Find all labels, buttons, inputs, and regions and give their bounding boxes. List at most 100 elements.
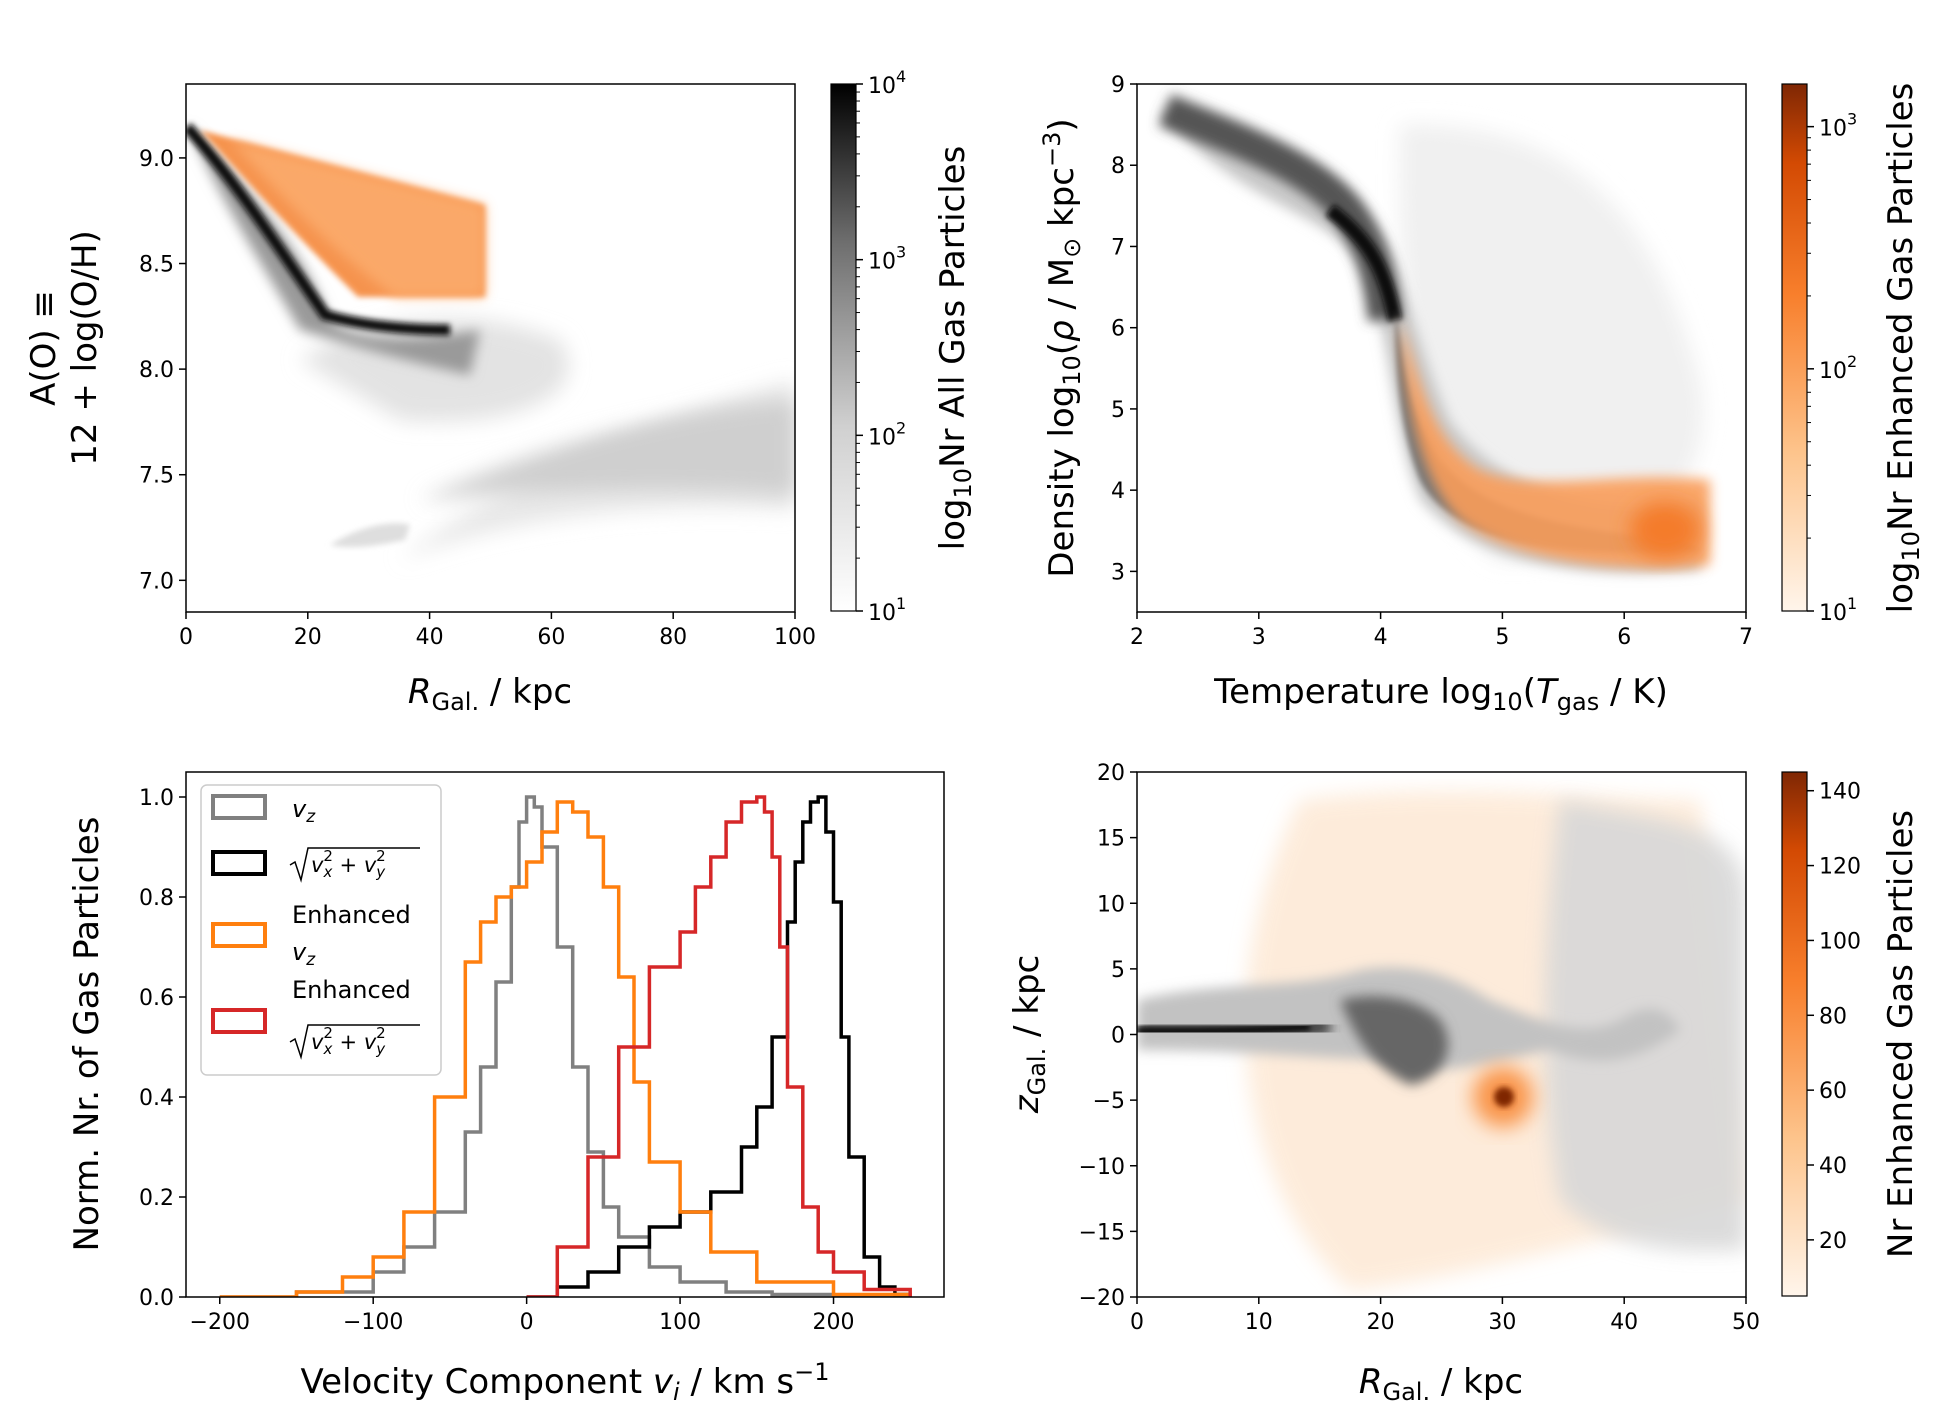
axes-frame	[185, 771, 945, 1298]
y-tick-label: 5	[1111, 958, 1125, 983]
y-axis-label-line1: A(O) ≡	[24, 290, 64, 406]
y-tick-label: 7	[1111, 235, 1125, 260]
legend-entry-enhanced-vz: Enhanced vz	[211, 901, 411, 970]
x-tick-label: 40	[416, 625, 444, 650]
x-tick-label: 30	[1488, 1310, 1516, 1335]
panel-velocity-histograms: −200 −100 0 100 200 0.0 0.2 0.4 0.6 0.8 1.0 Veloci…	[67, 771, 945, 1406]
y-tick-label: −10	[1079, 1155, 1125, 1180]
colorbar-tick-label: 101	[1819, 594, 1857, 626]
x-tick-label: 7	[1739, 625, 1753, 650]
legend-entry-vxy: vx2 + vy2	[211, 847, 420, 883]
colorbar-label: Nr Enhanced Gas Particles	[1881, 810, 1921, 1258]
colorbar-tick-label: 102	[868, 418, 906, 450]
series-line-1	[526, 795, 912, 1297]
colorbar-tick-label: 100	[1819, 929, 1861, 954]
x-tick-label: 2	[1130, 625, 1144, 650]
y-tick-label: 1.0	[139, 786, 174, 811]
svg-text:vz: vz	[292, 938, 316, 970]
x-tick-label: 4	[1374, 625, 1388, 650]
svg-text:Enhanced: Enhanced	[292, 901, 411, 929]
legend-entry-enhanced-vxy: Enhanced vx2 + vy2	[211, 976, 420, 1060]
colorbar-enhanced-gas: 101 102 103 log10Nr Enhanced Gas Particles	[1781, 83, 1925, 626]
svg-text:vx2 + vy2: vx2 + vy2	[311, 847, 386, 881]
y-tick-label: 9.0	[139, 147, 174, 172]
heatmap-phase	[1158, 94, 1710, 574]
colorbar-tick-label: 120	[1819, 855, 1861, 880]
histogram-lines	[219, 795, 912, 1297]
y-axis-label: zGal. / kpc	[1007, 955, 1051, 1115]
series-line-3	[526, 795, 912, 1297]
x-axis-label: Temperature log10(Tgas / K)	[1213, 672, 1668, 716]
axes-ticks: −200 −100 0 100 200 0.0 0.2 0.4 0.6 0.8 1.0	[139, 786, 855, 1335]
y-axis-label-line2: 12 + log(O/H)	[65, 230, 105, 466]
svg-text:vz: vz	[292, 795, 316, 827]
colorbar-all-gas: 101 102 103 104 log10Nr All Gas Particles	[830, 67, 977, 626]
colorbar-tick-label: 103	[868, 243, 906, 275]
colorbar-tick-label: 101	[868, 594, 906, 626]
x-tick-label: 0	[1130, 1310, 1144, 1335]
x-tick-label: 0	[520, 1310, 534, 1335]
x-tick-label: 100	[774, 625, 816, 650]
series-line-2	[219, 800, 912, 1297]
x-tick-label: 80	[659, 625, 687, 650]
y-tick-label: 8.5	[139, 253, 174, 278]
y-tick-label: 0.8	[139, 886, 174, 911]
y-tick-label: −20	[1079, 1286, 1125, 1311]
x-tick-label: 20	[1367, 1310, 1395, 1335]
colorbar-label: log10Nr Enhanced Gas Particles	[1881, 83, 1925, 614]
colorbar-tick-label: 102	[1819, 352, 1857, 384]
svg-text:Enhanced: Enhanced	[292, 976, 411, 1004]
panel-z-vs-radius: 0 10 20 30 40 50 −20 −15 −10 −5 0 5 10 15 20 RGal. / k…	[1007, 761, 1921, 1406]
legend-entry-vz: vz	[211, 794, 316, 827]
y-tick-label: 0	[1111, 1024, 1125, 1049]
panel-density-vs-temperature: 2 3 4 5 6 7 3 4 5 6 7 8 9 Temperature log10(Tgas / K…	[1038, 73, 1925, 716]
y-tick-label: 8.0	[139, 358, 174, 383]
colorbar-label: log10Nr All Gas Particles	[933, 146, 977, 551]
y-tick-label: 7.0	[139, 569, 174, 594]
y-tick-label: 15	[1097, 827, 1125, 852]
x-tick-label: 50	[1732, 1310, 1760, 1335]
heatmap-density	[186, 123, 795, 560]
x-tick-label: −200	[190, 1310, 250, 1335]
x-tick-label: 60	[537, 625, 565, 650]
x-tick-label: 20	[294, 625, 322, 650]
colorbar-tick-label: 40	[1819, 1154, 1847, 1179]
y-axis-label: Norm. Nr. of Gas Particles	[67, 817, 107, 1252]
y-tick-label: 20	[1097, 761, 1125, 786]
x-axis-label: Velocity Component vi / km s−1	[301, 1358, 830, 1406]
y-tick-label: 0.6	[139, 986, 174, 1011]
y-tick-label: 0.0	[139, 1286, 174, 1311]
y-tick-label: 6	[1111, 317, 1125, 342]
y-tick-label: 0.4	[139, 1086, 174, 1111]
axes-ticks: 0 10 20 30 40 50 −20 −15 −10 −5 0 5 10 15 20	[1079, 761, 1760, 1335]
heatmap-spatial	[1137, 791, 1746, 1290]
x-tick-label: 0	[179, 625, 193, 650]
x-tick-label: 3	[1252, 625, 1266, 650]
colorbar-tick-label: 103	[1819, 110, 1857, 142]
x-tick-label: 6	[1617, 625, 1631, 650]
y-axis-label: Density log10(ρ / M⊙ kpc−3)	[1038, 118, 1086, 577]
svg-text:vx2 + vy2: vx2 + vy2	[311, 1024, 386, 1058]
y-tick-label: 3	[1111, 560, 1125, 585]
y-tick-label: 8	[1111, 154, 1125, 179]
x-axis-label: RGal. / kpc	[408, 672, 572, 716]
axes-frame	[1136, 83, 1747, 613]
x-axis-label: RGal. / kpc	[1359, 1362, 1523, 1406]
x-tick-label: 200	[813, 1310, 855, 1335]
series-line-0	[219, 795, 912, 1297]
y-tick-label: 4	[1111, 479, 1125, 504]
x-tick-label: −100	[343, 1310, 403, 1335]
colorbar-tick-label: 60	[1819, 1079, 1847, 1104]
x-tick-label: 40	[1610, 1310, 1638, 1335]
y-tick-label: 10	[1097, 892, 1125, 917]
colorbar-tick-label: 140	[1819, 780, 1861, 805]
y-tick-label: 5	[1111, 398, 1125, 423]
x-tick-label: 5	[1495, 625, 1509, 650]
colorbar-enhanced-count: 20 40 60 80 100 120 140 Nr Enhanced Gas Partic…	[1781, 771, 1921, 1297]
y-tick-label: 7.5	[139, 464, 174, 489]
axes-ticks: 0 20 40 60 80 100 7.0 7.5 8.0 8.5 9.0	[139, 147, 816, 650]
x-tick-label: 10	[1245, 1310, 1273, 1335]
colorbar-tick-label: 20	[1819, 1229, 1847, 1254]
